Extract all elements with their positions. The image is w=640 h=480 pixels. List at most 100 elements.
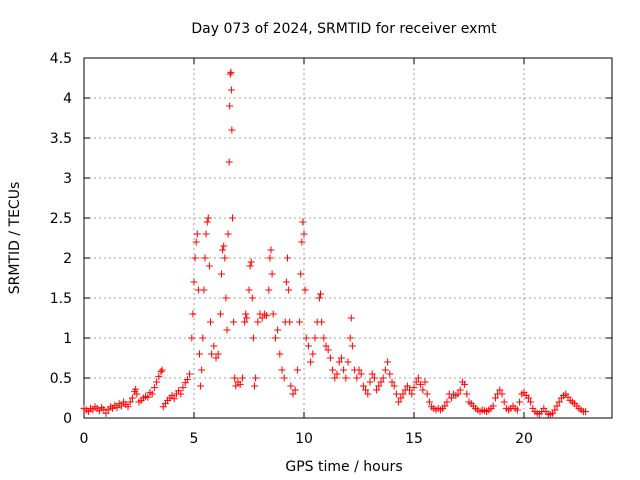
data-point <box>284 254 291 262</box>
data-point <box>315 294 323 302</box>
data-point <box>248 294 256 302</box>
data-point <box>155 372 163 380</box>
data-point <box>386 370 394 378</box>
data-point <box>347 314 355 322</box>
data-point <box>200 286 208 294</box>
data-point <box>132 385 140 393</box>
data-point <box>157 368 165 376</box>
data-point <box>227 86 235 94</box>
data-point <box>100 405 108 413</box>
x-axis-label: GPS time / hours <box>285 459 402 475</box>
data-point <box>170 395 178 403</box>
data-point <box>216 310 224 318</box>
data-point <box>553 402 561 410</box>
data-point <box>278 366 286 374</box>
data-point <box>324 346 332 354</box>
data-point <box>551 406 559 414</box>
data-point <box>207 318 214 326</box>
data-point <box>222 294 230 302</box>
data-point <box>226 70 234 78</box>
x-tick-label: 10 <box>295 431 313 447</box>
data-point <box>417 380 425 388</box>
data-point <box>335 358 343 366</box>
data-point <box>317 290 324 298</box>
y-tick-label: 2 <box>63 251 72 267</box>
data-point <box>276 350 284 358</box>
data-point <box>197 382 205 390</box>
data-point <box>252 374 260 382</box>
data-point <box>228 126 236 134</box>
x-tick-label: 5 <box>190 431 199 447</box>
data-point <box>204 214 212 222</box>
x-tick-label: 0 <box>80 431 89 447</box>
data-point <box>179 384 187 392</box>
data-point <box>392 390 400 398</box>
data-point <box>150 384 158 392</box>
x-tick-labels: 0 5 10 15 20 <box>80 431 533 447</box>
data-point <box>348 342 356 350</box>
data-point <box>287 382 295 390</box>
y-tick-label: 1.5 <box>50 291 72 307</box>
data-point <box>269 310 277 318</box>
data-point <box>337 354 345 362</box>
data-point <box>280 374 288 382</box>
data-point <box>498 390 506 398</box>
data-point <box>379 374 387 382</box>
data-point <box>384 358 392 366</box>
data-point <box>388 378 396 386</box>
data-point <box>193 230 201 238</box>
data-point <box>286 318 294 326</box>
data-point <box>304 342 312 350</box>
data-point <box>198 366 206 374</box>
data-point <box>461 380 469 388</box>
data-point <box>293 366 301 374</box>
data-point <box>322 342 330 350</box>
data-point <box>296 318 304 326</box>
data-point <box>254 318 262 326</box>
data-point <box>516 398 524 406</box>
data-point <box>403 382 411 390</box>
data-point <box>190 278 198 286</box>
data-point <box>201 254 209 262</box>
data-point <box>456 386 464 394</box>
data-point <box>203 218 211 226</box>
data-point <box>491 394 499 402</box>
data-point <box>289 390 297 398</box>
data-point <box>224 230 232 238</box>
data-point <box>144 393 152 401</box>
data-point <box>267 246 275 254</box>
plot-frame <box>83 57 613 419</box>
data-point <box>375 382 383 390</box>
data-point <box>191 254 199 262</box>
data-point <box>247 258 255 266</box>
data-point <box>297 270 305 278</box>
data-point <box>423 390 431 398</box>
data-point <box>128 394 136 402</box>
data-point <box>331 374 339 382</box>
data-point <box>397 394 405 402</box>
data-point <box>390 382 398 390</box>
data-point <box>406 386 414 394</box>
data-point <box>419 386 427 394</box>
data-point <box>377 378 385 386</box>
data-point <box>274 326 282 334</box>
data-point <box>582 408 590 416</box>
y-tick-label: 1 <box>63 331 72 347</box>
data-point <box>188 334 196 342</box>
data-point <box>245 286 253 294</box>
data-point <box>285 286 293 294</box>
data-point <box>208 350 216 358</box>
data-point <box>230 318 238 326</box>
data-point <box>205 262 213 270</box>
data-point <box>282 278 290 286</box>
y-tick-label: 0 <box>63 411 72 427</box>
data-point <box>117 402 125 410</box>
data-point <box>381 366 389 374</box>
data-point <box>366 378 374 386</box>
data-point <box>340 366 348 374</box>
data-point <box>333 370 341 378</box>
data-point <box>454 390 462 398</box>
data-point <box>263 312 271 320</box>
data-point <box>183 376 191 384</box>
